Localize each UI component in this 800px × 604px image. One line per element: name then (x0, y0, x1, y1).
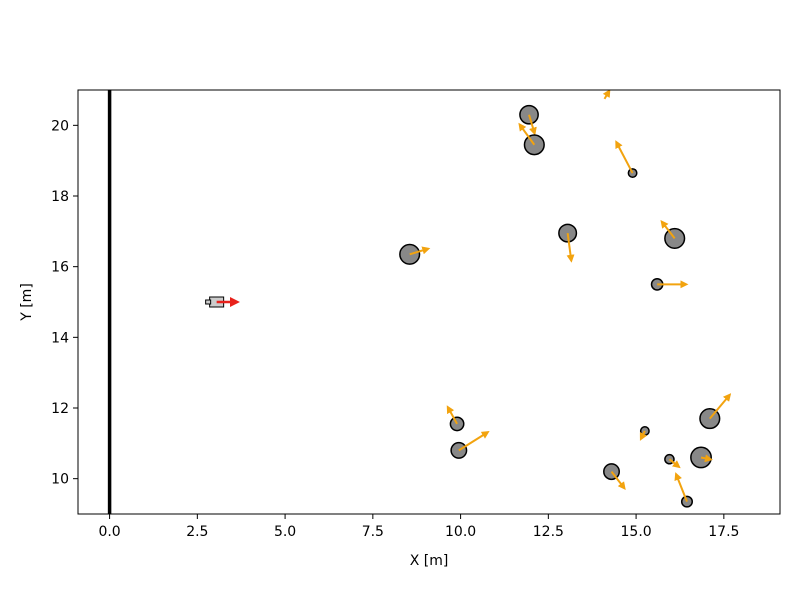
agent-velocity-9 (709, 393, 732, 420)
x-tick-label-2: 5.0 (274, 524, 296, 540)
y-axis-label: Y [m] (19, 283, 35, 322)
plot-frame (77, 89, 781, 515)
agent-velocity-13 (610, 470, 626, 491)
agent-velocity-5 (409, 246, 431, 256)
y-tick-label-5: 20 (51, 118, 69, 134)
agent-2 (627, 168, 638, 178)
x-tick-label-1: 2.5 (186, 524, 208, 540)
agent-velocity-3 (566, 232, 575, 263)
y-tick-label-4: 18 (51, 189, 69, 205)
robot (205, 296, 240, 308)
x-tick-label-4: 10.0 (445, 524, 476, 540)
agent-velocity-12 (668, 458, 681, 469)
x-tick-label-6: 15.0 (621, 524, 652, 540)
x-tick-label-3: 7.5 (362, 524, 384, 540)
agent-velocity-10 (639, 430, 648, 441)
agent-velocity-2 (615, 140, 634, 174)
agent-velocity-15 (602, 90, 611, 100)
agent-velocity-14 (674, 472, 688, 503)
y-tick-label-0: 10 (51, 472, 69, 488)
agent-8 (450, 441, 468, 459)
y-tick-label-3: 16 (51, 260, 69, 276)
agent-velocity-8 (458, 431, 490, 452)
agent-velocity-4 (660, 219, 676, 240)
x-axis-label: X [m] (410, 553, 449, 569)
y-tick-label-1: 12 (51, 401, 69, 417)
y-tick-label-2: 14 (51, 330, 69, 346)
agent-velocity-7 (446, 405, 458, 425)
agent-velocity-0 (528, 114, 537, 136)
x-tick-label-7: 17.5 (708, 524, 739, 540)
x-tick-label-5: 12.5 (533, 524, 564, 540)
agent-velocity-1 (518, 122, 536, 146)
x-tick-label-0: 0.0 (98, 524, 120, 540)
agent-velocity-11 (700, 454, 713, 463)
